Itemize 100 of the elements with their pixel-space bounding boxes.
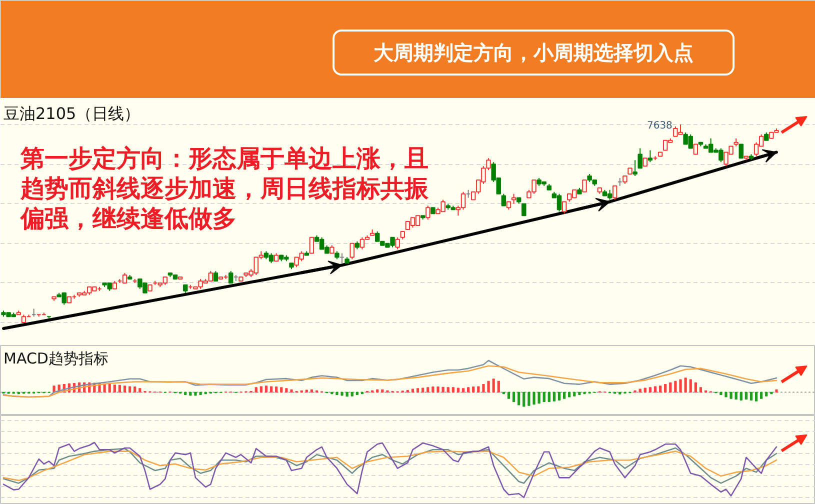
- bar: [285, 388, 288, 393]
- candlestick: [522, 203, 526, 216]
- bar: [492, 378, 495, 393]
- bar: [113, 384, 116, 393]
- text: 大周期判定方向，小周期选择切入点: [374, 40, 694, 64]
- bar: [290, 389, 293, 393]
- bar: [684, 378, 687, 393]
- candlestick: [638, 148, 642, 169]
- candlestick: [738, 144, 744, 159]
- bar: [689, 379, 692, 393]
- bar: [108, 384, 111, 393]
- bar: [775, 389, 778, 393]
- bar: [356, 392, 358, 396]
- bar: [724, 392, 728, 398]
- bar: [487, 380, 490, 393]
- bar: [305, 390, 308, 393]
- bar: [744, 392, 748, 400]
- candlestick: [693, 144, 698, 155]
- bar: [336, 392, 338, 396]
- bar: [199, 392, 202, 396]
- bar: [432, 386, 434, 393]
- bar: [346, 392, 348, 397]
- bar: [426, 387, 430, 393]
- bar: [270, 386, 273, 393]
- bar: [562, 392, 566, 399]
- candlestick: [501, 193, 506, 206]
- bar: [699, 387, 702, 393]
- bar: [730, 392, 732, 399]
- bar: [522, 392, 526, 407]
- bar: [648, 387, 652, 393]
- candlestick: [562, 201, 567, 214]
- bar: [548, 392, 550, 402]
- bar: [194, 392, 197, 396]
- bar: [694, 382, 697, 393]
- candlestick: [309, 236, 314, 254]
- bar: [512, 392, 516, 402]
- candlestick: [511, 193, 516, 204]
- bar: [644, 388, 646, 393]
- bar: [134, 386, 136, 393]
- bar: [52, 386, 56, 393]
- bar: [275, 386, 278, 393]
- bar: [654, 386, 657, 393]
- candlestick: [582, 179, 587, 192]
- bar: [128, 386, 132, 393]
- bar: [542, 392, 546, 402]
- bar: [436, 386, 440, 393]
- bar: [507, 392, 510, 399]
- bar: [765, 392, 768, 396]
- bar: [123, 386, 126, 393]
- candlestick: [632, 160, 638, 176]
- bar: [184, 392, 187, 396]
- bar: [578, 392, 581, 396]
- bar: [456, 388, 460, 393]
- bar: [452, 387, 454, 393]
- bar: [482, 384, 485, 393]
- bar: [462, 388, 465, 393]
- chart-title: 豆油2105（日线）: [4, 104, 140, 123]
- bar: [538, 392, 540, 404]
- bar: [760, 392, 763, 399]
- candlestick: [648, 150, 653, 163]
- bar: [477, 386, 480, 393]
- bar: [552, 392, 556, 402]
- bar: [350, 392, 354, 396]
- candlestick: [395, 236, 400, 250]
- bar: [679, 379, 682, 393]
- bar: [532, 392, 536, 405]
- bar: [472, 386, 475, 393]
- bar: [381, 389, 384, 393]
- bar: [422, 388, 424, 393]
- bar: [442, 386, 444, 393]
- bar: [573, 392, 576, 396]
- bar: [658, 386, 662, 393]
- bar: [280, 387, 283, 393]
- bar: [254, 387, 258, 393]
- bar: [446, 387, 450, 393]
- bar: [340, 392, 344, 396]
- bar: [310, 389, 313, 393]
- bar: [568, 392, 571, 398]
- candlestick: [122, 272, 128, 284]
- bar: [416, 388, 420, 393]
- chart-title: MACD趋势指标: [4, 350, 108, 368]
- bar: [260, 386, 262, 393]
- bar: [720, 392, 722, 396]
- bar: [189, 392, 192, 396]
- bar: [376, 389, 379, 393]
- bar: [528, 392, 530, 406]
- bar: [497, 380, 500, 393]
- bar: [518, 392, 520, 406]
- candlestick: [228, 270, 234, 284]
- bar: [638, 388, 642, 393]
- bar: [664, 384, 667, 393]
- bar: [754, 392, 758, 402]
- candlestick: [350, 242, 354, 260]
- bar: [740, 392, 742, 400]
- bar: [750, 392, 753, 400]
- bar: [138, 388, 142, 393]
- bar: [118, 384, 122, 393]
- bar: [674, 380, 677, 393]
- candlestick: [213, 270, 218, 282]
- candlestick: [426, 205, 430, 220]
